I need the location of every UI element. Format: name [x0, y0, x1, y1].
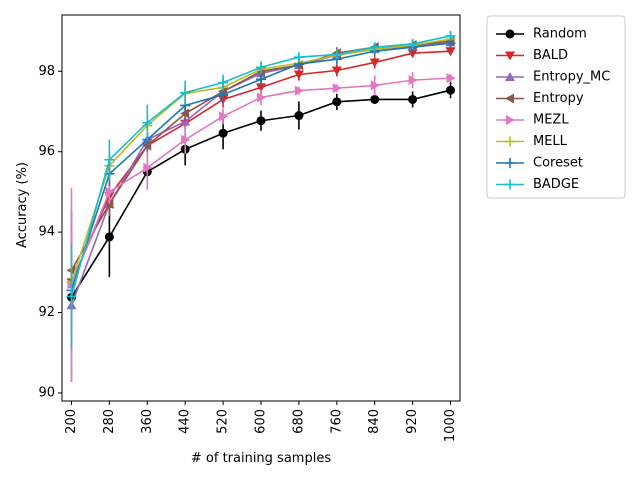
data-point — [218, 89, 229, 100]
x-tick-label: 840 — [367, 409, 382, 434]
data-point — [218, 128, 228, 138]
data-point — [256, 74, 266, 85]
data-point — [332, 83, 342, 94]
legend-entry-random: Random — [496, 27, 587, 42]
data-point — [105, 186, 115, 197]
legend-marker — [505, 179, 515, 190]
data-point — [256, 83, 266, 93]
series-line — [70, 77, 451, 285]
legend-marker — [505, 51, 515, 61]
data-point — [256, 62, 266, 73]
plot-area — [66, 30, 456, 382]
data-point — [142, 117, 153, 128]
data-point — [370, 94, 380, 104]
data-point — [293, 52, 304, 63]
legend-entry-entropy-mc: Entropy_MC — [496, 70, 610, 85]
data-point — [369, 42, 380, 53]
legend-label: Random — [533, 27, 587, 42]
data-point — [218, 77, 229, 88]
legend-label: MEZL — [533, 113, 569, 128]
legend-marker — [505, 29, 515, 39]
data-point — [180, 87, 191, 98]
data-point — [293, 70, 304, 80]
legend-marker — [505, 136, 515, 147]
legend-entry-mezl: MEZL — [496, 113, 569, 128]
legend-box — [486, 15, 626, 199]
legend-label: BALD — [533, 48, 568, 63]
series-badge — [66, 30, 456, 349]
data-point — [294, 111, 304, 121]
x-tick-label: 920 — [405, 409, 420, 434]
data-point — [408, 94, 418, 104]
legend-marker — [505, 93, 514, 104]
data-point — [445, 47, 456, 57]
data-point — [219, 111, 229, 122]
legend-marker — [506, 115, 515, 125]
y-tick-label: 92 — [38, 305, 55, 320]
x-tick-label: 680 — [291, 409, 306, 434]
legend-label: Entropy — [533, 91, 584, 106]
legend: Random BALD Entropy_MC Entropy MEZL MELL Cores… — [486, 15, 626, 199]
data-point — [331, 66, 342, 76]
x-tick-label: 760 — [329, 409, 344, 434]
x-tick-label: 520 — [216, 409, 231, 434]
legend-label: BADGE — [533, 177, 579, 192]
x-tick-label: 360 — [140, 409, 155, 434]
data-point — [370, 80, 380, 91]
data-point — [181, 134, 191, 145]
legend-marker — [505, 72, 515, 81]
legend-marker — [505, 158, 515, 168]
x-tick-label: 1000 — [443, 409, 458, 442]
data-point — [445, 30, 456, 41]
data-point — [66, 291, 77, 302]
y-tick-label: 94 — [38, 225, 55, 240]
legend-entry-mell: MELL — [496, 134, 568, 149]
data-point — [446, 73, 456, 84]
series-random — [66, 82, 456, 304]
legend-label: MELL — [533, 134, 568, 149]
data-point — [369, 58, 380, 68]
legend-entry-badge: BADGE — [496, 177, 579, 192]
legend-entry-coreset: Coreset — [496, 156, 583, 171]
y-tick-label: 90 — [38, 385, 55, 400]
y-axis-label: Accuracy (%) — [15, 162, 30, 248]
data-point — [331, 49, 342, 60]
axes: 200 280 360 440 520 600 680 760 840 920 1000 90 92 94… — [38, 14, 461, 442]
y-tick-label: 96 — [38, 144, 55, 159]
data-point — [407, 38, 418, 49]
x-tick-label: 600 — [254, 409, 269, 434]
y-tick-label: 98 — [38, 64, 55, 79]
legend-entry-entropy: Entropy — [496, 91, 584, 106]
x-tick-label: 280 — [102, 409, 117, 434]
x-tick-label: 200 — [64, 409, 79, 434]
x-tick-label: 440 — [178, 409, 193, 434]
legend-label: Coreset — [533, 156, 583, 171]
data-point — [408, 75, 418, 86]
data-point — [104, 154, 115, 165]
data-point — [256, 116, 266, 126]
data-point — [143, 162, 153, 173]
legend-label: Entropy_MC — [533, 70, 610, 85]
data-point — [407, 49, 418, 59]
legend-entry-bald: BALD — [496, 48, 568, 63]
x-axis-label: # of training samples — [191, 451, 331, 466]
data-point — [257, 92, 266, 103]
data-point — [294, 85, 304, 96]
data-point — [446, 85, 456, 95]
data-point — [104, 232, 114, 242]
data-point — [332, 97, 342, 107]
